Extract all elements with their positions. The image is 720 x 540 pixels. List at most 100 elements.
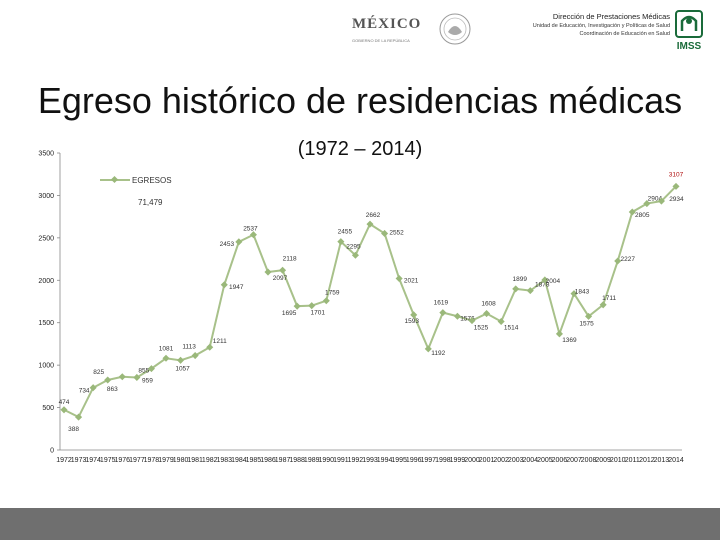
data-point [410, 311, 418, 319]
data-label: 1593 [404, 318, 419, 325]
header-line-2: Unidad de Educación, Investigación y Pol… [532, 23, 670, 29]
x-tick-label: 2011 [625, 457, 640, 464]
header-line-3: Coordinación de Educación en Salud [579, 31, 670, 37]
data-point [60, 406, 68, 414]
x-tick-label: 1983 [216, 457, 232, 464]
data-label: 1899 [512, 276, 527, 283]
footer-bar [0, 508, 720, 540]
data-point [599, 301, 607, 309]
legend-marker [110, 175, 119, 184]
data-point [308, 302, 316, 310]
data-point [381, 229, 389, 237]
chart-series: 474 388 734 825 863 855 959 1081 1057 1113 1211 194… [59, 171, 684, 433]
y-tick-label: 3000 [38, 193, 54, 200]
total-label: 71,479 [138, 198, 163, 207]
data-label: 2934 [669, 196, 684, 203]
data-point [555, 330, 563, 338]
x-tick-label: 2000 [464, 457, 480, 464]
header-text-block: Dirección de Prestaciones Médicas Unidad… [533, 12, 670, 37]
y-tick-label: 1500 [38, 320, 54, 327]
data-point [118, 373, 126, 381]
data-label: 2227 [620, 256, 635, 263]
data-label: 863 [107, 386, 118, 393]
x-tick-label: 2004 [522, 457, 538, 464]
x-tick-label: 2001 [479, 457, 495, 464]
data-point [526, 287, 534, 295]
x-tick-label: 1976 [114, 457, 130, 464]
data-point [162, 354, 170, 362]
header-line-1: Dirección de Prestaciones Médicas [552, 12, 670, 21]
data-point [322, 297, 330, 305]
x-tick-label: 1977 [129, 457, 145, 464]
chart-axes: 0 500 1000 1500 2000 2500 3000 3500 197219731974… [38, 151, 683, 465]
x-tick-label: 1987 [275, 457, 291, 464]
imss-logo-icon: IMSS [675, 10, 703, 52]
x-tick-label: 2003 [508, 457, 524, 464]
data-point [366, 220, 374, 228]
data-label: 1192 [431, 350, 445, 357]
data-point [235, 238, 243, 246]
x-tick-label: 1994 [377, 457, 393, 464]
data-point [293, 302, 301, 310]
x-tick-label: 1974 [85, 457, 101, 464]
x-tick-label: 1998 [435, 457, 451, 464]
data-point [541, 276, 549, 284]
data-point [468, 317, 476, 325]
data-point [439, 309, 447, 317]
x-tick-label: 1973 [71, 457, 87, 464]
data-label: 855 [138, 367, 149, 374]
data-label: 1057 [175, 365, 190, 372]
x-tick-label: 1982 [202, 457, 218, 464]
mexico-subtitle: GOBIERNO DE LA REPÚBLICA [352, 38, 410, 43]
data-point [104, 376, 112, 384]
x-tick-label: 1999 [450, 457, 466, 464]
data-point [512, 285, 520, 293]
x-tick-label: 1992 [348, 457, 364, 464]
data-label: 1525 [474, 325, 489, 332]
data-point [75, 413, 83, 421]
data-point [279, 266, 287, 274]
y-tick-label: 3500 [38, 151, 54, 158]
x-tick-label: 2007 [566, 457, 582, 464]
data-point [483, 310, 491, 318]
data-point [191, 352, 199, 360]
x-tick-label: 2002 [493, 457, 509, 464]
x-tick-label: 2012 [639, 457, 655, 464]
data-label: 474 [59, 399, 70, 406]
data-label: 1211 [213, 338, 227, 345]
data-label: 2021 [404, 278, 419, 285]
x-tick-label: 1975 [100, 457, 116, 464]
data-label: 2904 [648, 196, 663, 203]
data-point [672, 182, 680, 190]
y-tick-label: 0 [50, 448, 54, 455]
y-tick-label: 2000 [38, 278, 54, 285]
data-point [147, 365, 155, 373]
chart-subtitle: (1972 – 2014) [297, 138, 423, 160]
x-tick-label: 1991 [333, 457, 349, 464]
y-tick-label: 1000 [38, 363, 54, 370]
data-label: 2805 [635, 212, 650, 219]
data-label: 1081 [159, 345, 174, 352]
x-tick-label: 2014 [668, 457, 684, 464]
data-label: 1575 [579, 320, 594, 327]
data-point [453, 312, 461, 320]
data-label: 2537 [243, 226, 258, 233]
imss-wordmark: IMSS [677, 41, 702, 52]
data-point [424, 345, 432, 353]
data-label: 1113 [182, 344, 196, 351]
data-label: 1711 [602, 295, 616, 302]
x-tick-label: 2008 [581, 457, 597, 464]
x-tick-label: 1979 [158, 457, 174, 464]
x-tick-label: 1981 [187, 457, 203, 464]
x-tick-label: 1990 [318, 457, 334, 464]
x-tick-label: 1978 [144, 457, 160, 464]
x-tick-label: 1996 [406, 457, 422, 464]
data-point [337, 238, 345, 246]
chart-legend: EGRESOS 71,479 [100, 175, 172, 207]
data-point [206, 343, 214, 351]
data-point [395, 274, 403, 283]
chart-title: Egreso histórico de residencias médicas [37, 80, 683, 121]
data-label: 388 [68, 426, 79, 433]
data-point [585, 312, 593, 320]
